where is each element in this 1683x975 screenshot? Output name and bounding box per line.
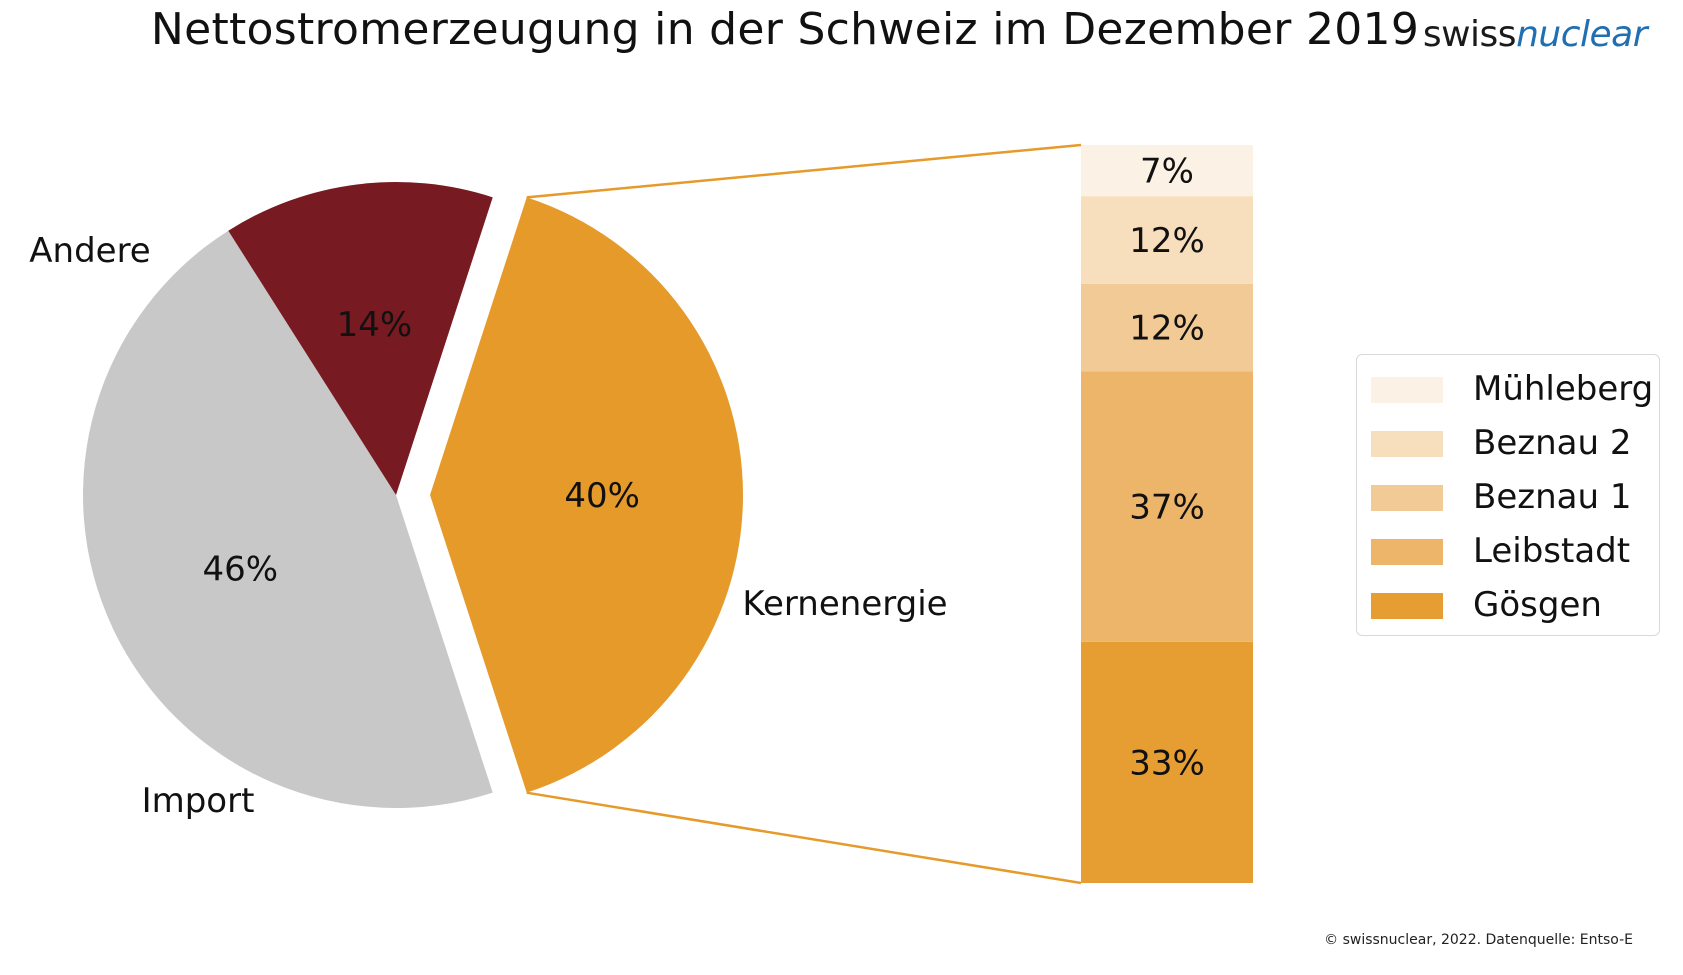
pie-data-label: 40% (564, 476, 640, 516)
pie-category-label: Import (142, 781, 255, 821)
source-footer: © swissnuclear, 2022. Datenquelle: Entso… (1324, 932, 1633, 948)
legend-swatch (1371, 431, 1443, 457)
bar-segment-mühleberg (1081, 145, 1253, 197)
pie-category-label: Kernenergie (742, 584, 947, 624)
legend-swatch (1371, 593, 1443, 619)
connector-line-top (526, 143, 1082, 199)
legend-swatch (1371, 377, 1443, 403)
bar-data-label: 7% (1140, 152, 1194, 192)
pie-category-label: Andere (29, 231, 150, 271)
bar-data-label: 37% (1129, 488, 1205, 528)
bar-segment-beznau-2 (1081, 196, 1253, 284)
bar-segment-gösgen (1081, 641, 1253, 883)
pie-slice-kernenergie (430, 197, 743, 793)
bar-data-label: 33% (1129, 743, 1205, 783)
pie-slice-import (228, 182, 493, 495)
bar-data-label: 12% (1129, 221, 1205, 261)
connector-line-bottom (526, 791, 1082, 885)
legend-label: Beznau 2 (1473, 423, 1632, 463)
connector-lines (526, 143, 1082, 885)
pie-data-label: 46% (202, 549, 278, 589)
stacked-bar: 33% 37% 12% 12% 7% (1081, 145, 1253, 883)
bar-segment-beznau-1 (1081, 283, 1253, 372)
pie-data-label: 14% (337, 305, 413, 345)
legend-label: Beznau 1 (1473, 477, 1632, 517)
logo-text-nuclear: nuclear (1516, 14, 1647, 55)
legend-label: Leibstadt (1473, 531, 1631, 571)
pie-slice-andere (83, 230, 493, 808)
legend: Mühleberg Beznau 2 Beznau 1 Leibstadt Gö… (1356, 354, 1660, 636)
legend-swatch (1371, 485, 1443, 511)
legend-label: Gösgen (1473, 585, 1602, 625)
swissnuclear-logo: swissnuclear (1422, 14, 1648, 55)
legend-label: Mühleberg (1473, 369, 1654, 409)
pie-chart: 40% Kernenergie 46% Andere 14% Import (29, 182, 948, 821)
logo-text-swiss: swiss (1422, 14, 1517, 55)
bar-data-label: 12% (1129, 309, 1205, 349)
chart-title: Nettostromerzeugung in der Schweiz im De… (150, 4, 1420, 55)
legend-swatch (1371, 539, 1443, 565)
bar-segment-leibstadt (1081, 371, 1253, 642)
